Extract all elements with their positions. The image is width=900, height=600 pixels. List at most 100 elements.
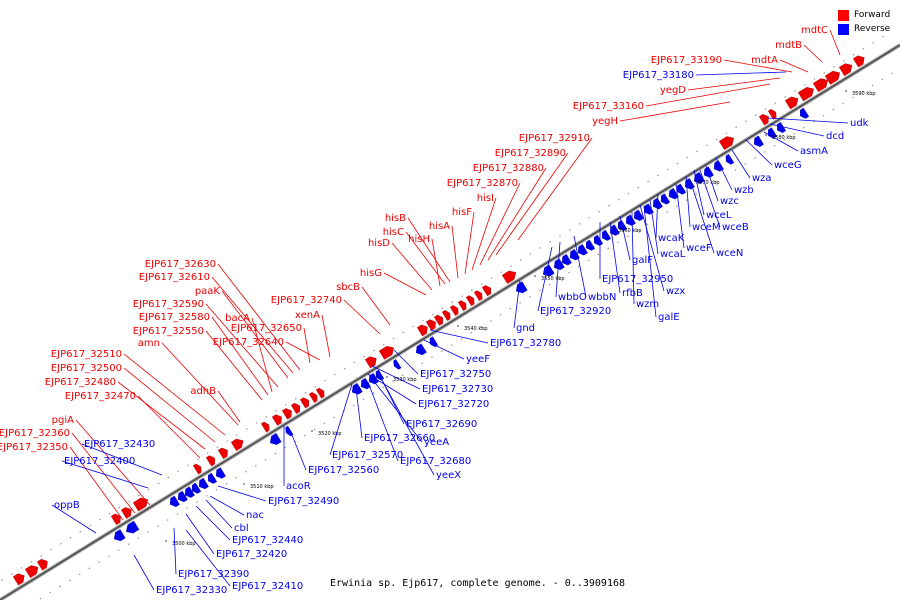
gene-name: EJP617_32330 — [156, 585, 227, 596]
gene-name: amn — [138, 338, 160, 349]
leader-line — [655, 193, 659, 239]
tick-label: 3500 kbp — [172, 541, 196, 547]
gene-name: EJP617_32640 — [213, 337, 284, 348]
ruler-ticks: 3500 kbp 3510 kbp 3520 kbp 3530 kbp 3540 kbp… — [165, 90, 876, 547]
reverse-gene-label-7: wzc — [705, 165, 739, 207]
gene-name: hisF — [452, 207, 472, 218]
gene-name: wzb — [734, 185, 754, 196]
leader-line — [537, 246, 553, 312]
forward-gene-8 — [217, 447, 228, 459]
reverse-gene-label-12: wceF — [675, 183, 712, 254]
reverse-gene-31 — [643, 203, 654, 215]
tick-8: 3580 kbp — [765, 134, 796, 141]
reverse-gene-label-31: yeeA — [375, 383, 449, 448]
leader-line — [393, 349, 419, 375]
forward-gene-label-36: EJP617_32470 — [65, 391, 201, 459]
forward-gene-label-6: yegH — [592, 101, 731, 127]
leader-line — [133, 554, 155, 591]
reverse-gene-29 — [625, 214, 636, 226]
forward-gene-25 — [465, 295, 475, 307]
leader-line — [689, 179, 715, 254]
forward-gene-label-29: EJP617_32550 — [133, 326, 263, 401]
forward-gene-4 — [120, 507, 132, 519]
reverse-gene-15 — [393, 359, 402, 370]
gene-name: EJP617_32360 — [0, 428, 70, 439]
gene-name: EJP617_32750 — [420, 369, 491, 380]
forward-gene-label-34: EJP617_32480 — [45, 377, 206, 450]
reverse-gene-2 — [169, 495, 180, 508]
forward-gene-label-28: EJP617_32580 — [139, 312, 269, 396]
forward-gene-28 — [501, 270, 517, 284]
leader-line — [699, 169, 721, 228]
tick-1: 3510 kbp — [243, 483, 274, 490]
leader-line — [211, 316, 269, 396]
leader-line — [631, 211, 635, 305]
leader-line — [217, 390, 241, 423]
leader-line — [355, 387, 363, 439]
forward-gene-label-32: EJP617_32510 — [51, 349, 226, 436]
gene-name: EJP617_32500 — [51, 363, 122, 374]
forward-gene-label-25: paaK — [195, 286, 289, 379]
tick-label: 3550 kbp — [541, 276, 565, 282]
forward-gene-16 — [315, 387, 325, 399]
tick-9: 3590 kbp — [845, 90, 876, 97]
forward-gene-2 — [36, 558, 48, 571]
tick-0: 3500 kbp — [165, 540, 196, 547]
leader-line — [429, 329, 489, 344]
gene-name: EJP617_32690 — [406, 419, 477, 430]
gene-name: EJP617_32560 — [308, 465, 379, 476]
leader-line — [391, 242, 433, 291]
tick-mark — [534, 275, 536, 277]
legend: Forward Reverse — [838, 8, 890, 36]
gene-name: EJP617_33180 — [623, 70, 694, 81]
gene-name: EJP617_32610 — [139, 272, 210, 283]
leader-line — [767, 117, 849, 124]
gene-name: pgiA — [52, 415, 74, 426]
genome-backbone — [0, 43, 900, 600]
forward-gene-1 — [24, 565, 39, 578]
reverse-gene-7 — [207, 472, 218, 484]
gene-name: EJP617_32870 — [447, 178, 518, 189]
reverse-gene-label-5: wza — [731, 149, 772, 184]
reverse-gene-label-45: EJP617_32390 — [173, 527, 249, 580]
reverse-gene-label-22: wbbO — [555, 241, 587, 303]
leader-line — [137, 395, 201, 459]
forward-gene-label-39: EJP617_32350 — [0, 442, 124, 521]
leader-line — [685, 175, 691, 228]
forward-gene-label-1: mdtB — [775, 40, 823, 63]
reverse-gene-label-11: wcaK — [655, 193, 685, 244]
forward-gene-label-33: EJP617_32500 — [51, 363, 216, 443]
reverse-gene-label-27: EJP617_32750 — [393, 349, 491, 380]
reverse-gene-label-33: EJP617_32680 — [367, 381, 471, 467]
gene-name: EJP617_32630 — [145, 259, 216, 270]
gene-name: hisD — [368, 238, 390, 249]
gene-name: EJP617_33160 — [573, 101, 644, 112]
gene-name: EJP617_32480 — [45, 377, 116, 388]
reverse-gene-label-8: wceL — [693, 169, 732, 221]
legend-reverse: Reverse — [838, 22, 890, 36]
gene-name: xenA — [295, 310, 320, 321]
reverse-gene-33 — [660, 193, 671, 205]
leader-line — [464, 211, 475, 275]
leader-line — [619, 101, 731, 122]
leader-line — [185, 513, 215, 555]
reverse-gene-label-37: acoR — [283, 426, 311, 492]
leader-line — [495, 152, 569, 256]
gene-name: acoR — [286, 481, 311, 492]
reverse-gene-18 — [515, 281, 528, 294]
reverse-gene-label-41: nac — [209, 495, 264, 521]
gene-name: EJP617_32740 — [271, 295, 342, 306]
forward-gene-0 — [12, 573, 25, 586]
forward-gene-label-13: hisA — [429, 221, 459, 279]
reverse-gene-26 — [601, 229, 612, 241]
forward-gene-29 — [718, 136, 734, 150]
forward-gene-label-7: EJP617_32910 — [517, 133, 593, 241]
forward-gene-label-12: hisF — [452, 207, 475, 275]
reverse-gene-label-23: EJP617_32920 — [537, 246, 611, 317]
reverse-gene-label-42: cbl — [205, 499, 249, 534]
reverse-gene-label-28: EJP617_32730 — [371, 365, 493, 395]
reverse-gene-6 — [198, 477, 209, 490]
tick-mark — [611, 227, 613, 229]
reverse-gene-24 — [585, 239, 596, 251]
gene-name: yeeA — [424, 437, 449, 448]
